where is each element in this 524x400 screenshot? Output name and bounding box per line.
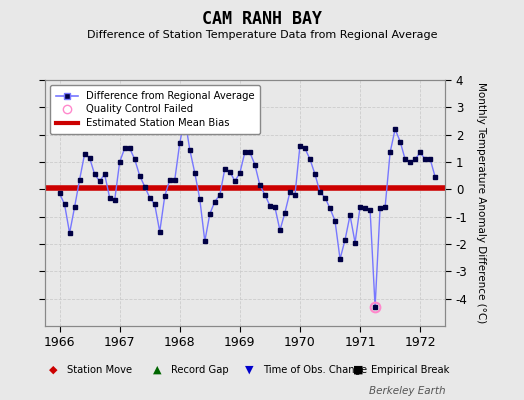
Text: Difference of Station Temperature Data from Regional Average: Difference of Station Temperature Data f…	[87, 30, 437, 40]
Text: Station Move: Station Move	[67, 365, 132, 375]
Text: ▲: ▲	[153, 365, 161, 375]
Text: Empirical Break: Empirical Break	[371, 365, 450, 375]
Text: ■: ■	[353, 365, 364, 375]
Text: Time of Obs. Change: Time of Obs. Change	[263, 365, 367, 375]
Legend: Difference from Regional Average, Quality Control Failed, Estimated Station Mean: Difference from Regional Average, Qualit…	[50, 85, 260, 134]
Text: Berkeley Earth: Berkeley Earth	[369, 386, 445, 396]
Text: ▼: ▼	[245, 365, 254, 375]
Text: ◆: ◆	[49, 365, 57, 375]
Text: Record Gap: Record Gap	[171, 365, 228, 375]
Y-axis label: Monthly Temperature Anomaly Difference (°C): Monthly Temperature Anomaly Difference (…	[476, 82, 486, 324]
Text: CAM RANH BAY: CAM RANH BAY	[202, 10, 322, 28]
